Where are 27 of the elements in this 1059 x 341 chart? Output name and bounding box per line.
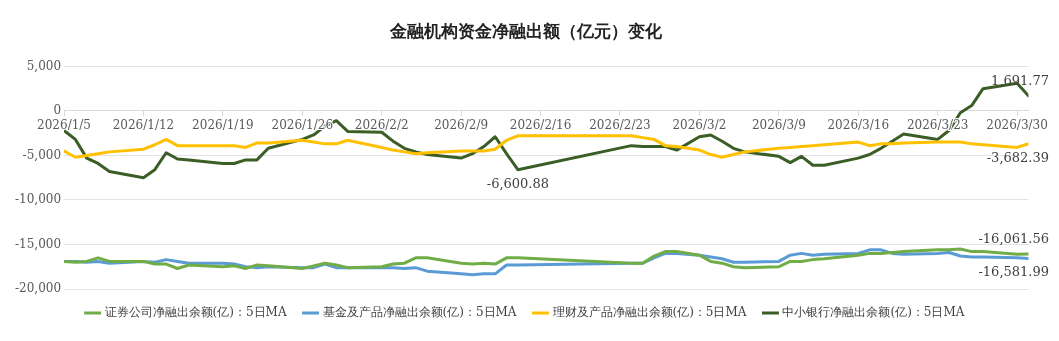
legend-label: 理财及产品净融出余额(亿)：5日MA <box>552 305 747 320</box>
legend-label: 中小银行净融出余额(亿)：5日MA <box>782 305 965 320</box>
legend-label: 基金及产品净融出余额(亿)：5日MA <box>322 305 517 320</box>
x-tick-label: 2026/2/9 <box>434 118 489 133</box>
y-tick-label: -10,000 <box>15 192 62 207</box>
annotation: -6,600.88 <box>486 175 550 191</box>
x-tick-label: 2026/1/5 <box>37 118 91 133</box>
y-tick-label: -20,000 <box>15 281 62 296</box>
x-tick-label: 2026/3/16 <box>827 118 890 133</box>
y-tick-label: 0 <box>53 103 62 118</box>
x-tick-label: 2026/3/30 <box>986 118 1048 133</box>
x-tick-label: 2026/2/2 <box>354 118 409 133</box>
x-tick-label: 2026/1/19 <box>192 118 254 133</box>
legend-label: 证券公司净融出余额(亿)：5日MA <box>104 305 287 320</box>
x-tick-label: 2026/3/9 <box>751 118 806 133</box>
x-tick-label: 2026/2/16 <box>509 118 572 133</box>
annotation: -16,061.56 <box>978 230 1049 246</box>
annotation: -3,682.39 <box>986 149 1050 165</box>
y-tick-label: 5,000 <box>26 58 62 73</box>
annotation: 1,691.77 <box>991 72 1049 88</box>
chart-title: 金融机构资金净融出额（亿元）变化 <box>388 20 663 41</box>
x-tick-label: 2026/2/23 <box>589 118 651 133</box>
x-tick-label: 2026/1/12 <box>112 118 175 133</box>
y-tick-label: -5,000 <box>22 147 62 162</box>
annotation: -16,581.99 <box>978 264 1049 280</box>
y-tick-label: -15,000 <box>15 236 62 251</box>
x-tick-label: 2026/3/2 <box>672 118 727 133</box>
